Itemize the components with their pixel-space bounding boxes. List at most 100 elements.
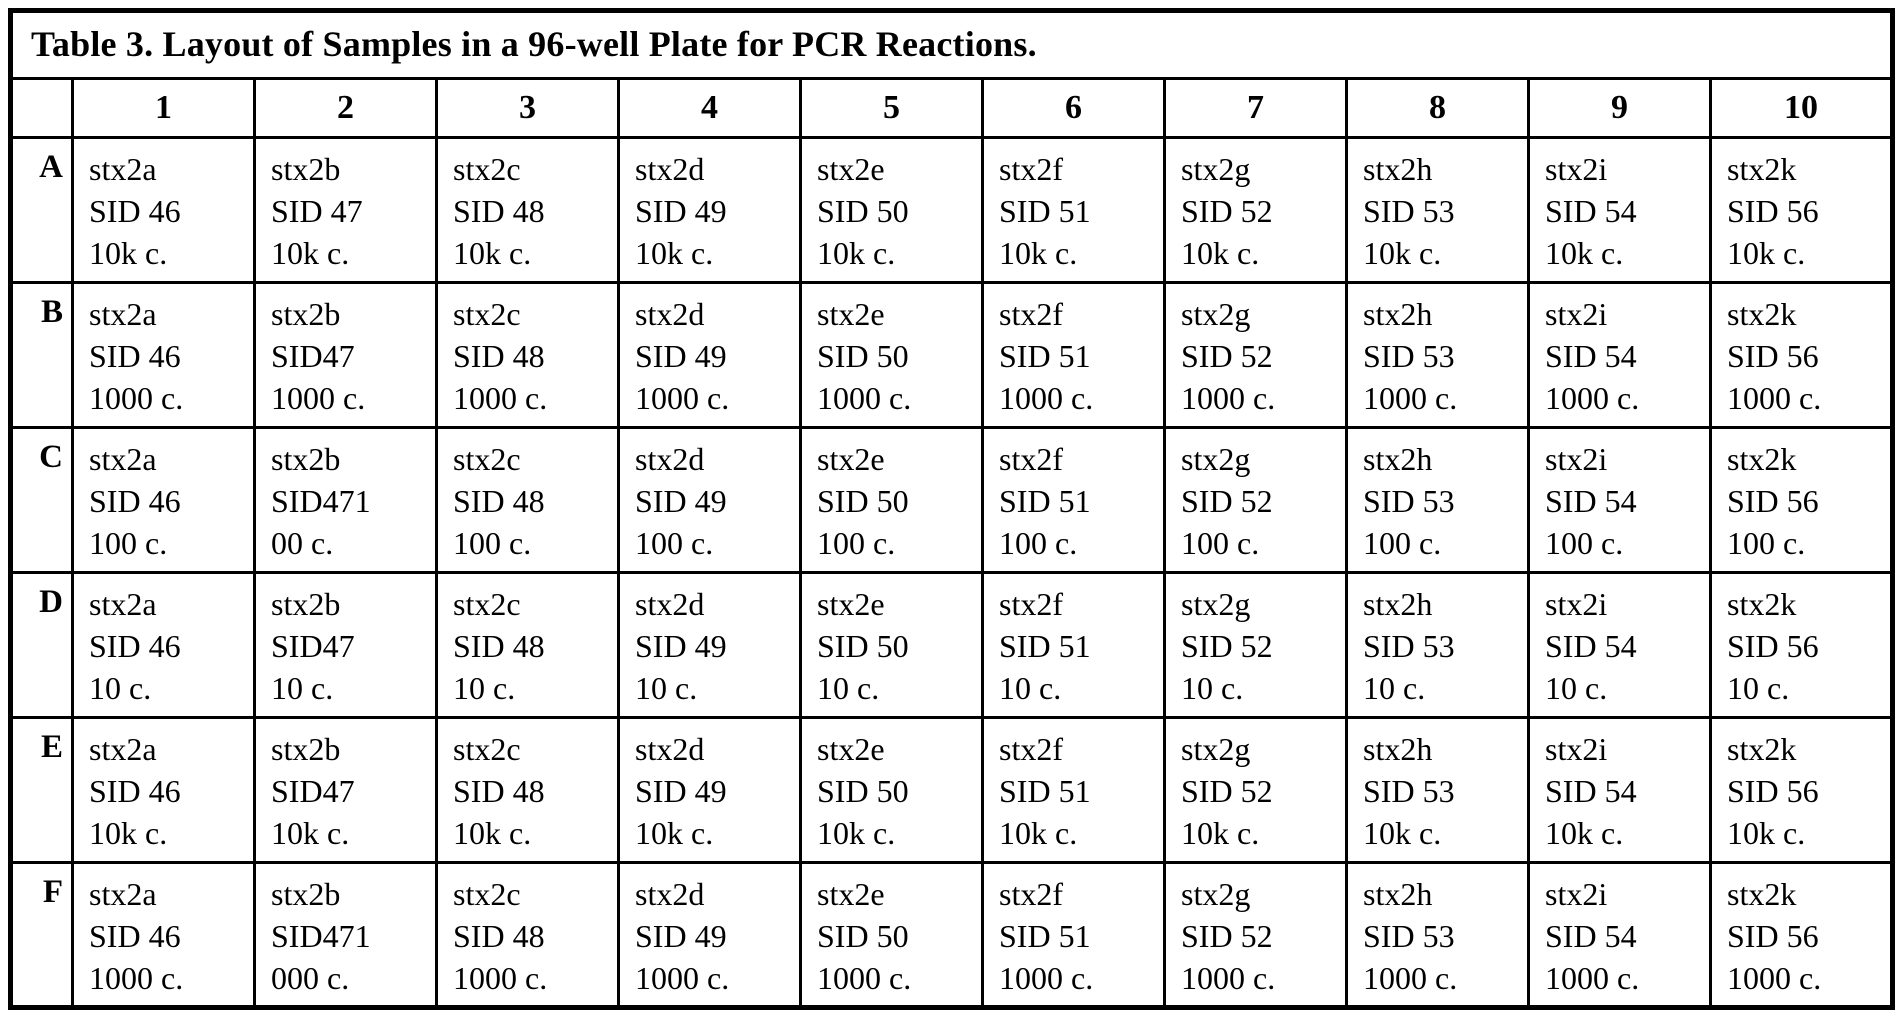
cell-line: stx2k bbox=[1727, 296, 1797, 332]
cell-line: stx2e bbox=[817, 441, 885, 477]
cell-line: SID 52 bbox=[1181, 483, 1273, 519]
cell-line: SID 51 bbox=[999, 483, 1091, 519]
pcr-plate-table: Table 3. Layout of Samples in a 96-well … bbox=[8, 8, 1896, 1010]
cell-line: SID 54 bbox=[1545, 483, 1637, 519]
cell-line: stx2c bbox=[453, 296, 521, 332]
cell-line: SID 52 bbox=[1181, 628, 1273, 664]
cell-line: 10 c. bbox=[453, 670, 516, 706]
column-header-7: 7 bbox=[1163, 77, 1348, 139]
cell-line: 100 c. bbox=[1363, 525, 1442, 561]
column-header-5: 5 bbox=[799, 77, 984, 139]
cell-line: stx2e bbox=[817, 586, 885, 622]
cell-line: 10k c. bbox=[271, 235, 350, 271]
cell-line: 1000 c. bbox=[1727, 380, 1822, 416]
cell-line: 10 c. bbox=[635, 670, 698, 706]
column-header-2: 2 bbox=[253, 77, 438, 139]
cell-line: 10k c. bbox=[999, 235, 1078, 271]
cell-line: stx2c bbox=[453, 441, 521, 477]
column-header-1: 1 bbox=[71, 77, 256, 139]
well-cell-A8: stx2h SID 53 10k c. bbox=[1345, 136, 1530, 284]
well-cell-D6: stx2f SID 51 10 c. bbox=[981, 571, 1166, 719]
cell-line: SID 56 bbox=[1727, 483, 1819, 519]
cell-line: SID 50 bbox=[817, 918, 909, 954]
well-cell-F4: stx2d SID 49 1000 c. bbox=[617, 861, 802, 1009]
well-cell-B9: stx2i SID 54 1000 c. bbox=[1527, 281, 1712, 429]
cell-line: stx2b bbox=[271, 876, 341, 912]
well-cell-E3: stx2c SID 48 10k c. bbox=[435, 716, 620, 864]
column-header-9: 9 bbox=[1527, 77, 1712, 139]
well-cell-F2: stx2b SID471 000 c. bbox=[253, 861, 438, 1009]
cell-line: stx2a bbox=[89, 876, 157, 912]
well-cell-A1: stx2a SID 46 10k c. bbox=[71, 136, 256, 284]
table-title: Table 3. Layout of Samples in a 96-well … bbox=[8, 9, 1895, 80]
cell-line: SID 49 bbox=[635, 773, 727, 809]
well-cell-E2: stx2b SID47 10k c. bbox=[253, 716, 438, 864]
cell-line: stx2i bbox=[1545, 151, 1608, 187]
cell-line: stx2c bbox=[453, 151, 521, 187]
well-cell-D8: stx2h SID 53 10 c. bbox=[1345, 571, 1530, 719]
cell-line: SID 50 bbox=[817, 193, 909, 229]
cell-line: stx2f bbox=[999, 441, 1063, 477]
cell-line: stx2e bbox=[817, 151, 885, 187]
cell-line: stx2c bbox=[453, 586, 521, 622]
cell-line: 10 c. bbox=[1727, 670, 1790, 706]
cell-line: stx2g bbox=[1181, 151, 1251, 187]
cell-line: stx2k bbox=[1727, 586, 1797, 622]
cell-line: 10k c. bbox=[1363, 815, 1442, 851]
cell-line: stx2c bbox=[453, 731, 521, 767]
cell-line: 1000 c. bbox=[453, 960, 548, 996]
column-header-row: 1 2 3 4 5 6 7 8 9 10 bbox=[9, 77, 1895, 139]
cell-line: stx2b bbox=[271, 151, 341, 187]
well-cell-F1: stx2a SID 46 1000 c. bbox=[71, 861, 256, 1009]
cell-line: 1000 c. bbox=[817, 380, 912, 416]
well-cell-D10: stx2k SID 56 10 c. bbox=[1708, 571, 1895, 719]
cell-line: stx2b bbox=[271, 296, 341, 332]
well-cell-C3: stx2c SID 48 100 c. bbox=[435, 426, 620, 574]
cell-line: SID 50 bbox=[817, 483, 909, 519]
cell-line: SID 46 bbox=[89, 483, 181, 519]
well-cell-C2: stx2b SID471 00 c. bbox=[253, 426, 438, 574]
cell-line: 10 c. bbox=[89, 670, 152, 706]
cell-line: 10k c. bbox=[1727, 235, 1806, 271]
cell-line: stx2g bbox=[1181, 441, 1251, 477]
cell-line: SID 51 bbox=[999, 338, 1091, 374]
cell-line: 1000 c. bbox=[1727, 960, 1822, 996]
cell-line: SID 46 bbox=[89, 338, 181, 374]
cell-line: SID 50 bbox=[817, 773, 909, 809]
well-cell-A10: stx2k SID 56 10k c. bbox=[1708, 136, 1895, 284]
cell-line: 10k c. bbox=[1727, 815, 1806, 851]
cell-line: stx2f bbox=[999, 296, 1063, 332]
well-cell-A5: stx2e SID 50 10k c. bbox=[799, 136, 984, 284]
cell-line: SID 52 bbox=[1181, 773, 1273, 809]
cell-line: SID 49 bbox=[635, 483, 727, 519]
cell-line: SID 54 bbox=[1545, 628, 1637, 664]
cell-line: SID 53 bbox=[1363, 193, 1455, 229]
well-cell-B10: stx2k SID 56 1000 c. bbox=[1708, 281, 1895, 429]
cell-line: SID 49 bbox=[635, 628, 727, 664]
cell-line: stx2f bbox=[999, 876, 1063, 912]
cell-line: SID 49 bbox=[635, 193, 727, 229]
well-cell-B1: stx2a SID 46 1000 c. bbox=[71, 281, 256, 429]
cell-line: stx2c bbox=[453, 876, 521, 912]
cell-line: 10 c. bbox=[1181, 670, 1244, 706]
well-cell-A4: stx2d SID 49 10k c. bbox=[617, 136, 802, 284]
cell-line: stx2k bbox=[1727, 441, 1797, 477]
cell-line: stx2i bbox=[1545, 876, 1608, 912]
cell-line: 100 c. bbox=[89, 525, 168, 561]
cell-line: 10k c. bbox=[1545, 235, 1624, 271]
cell-line: stx2h bbox=[1363, 441, 1433, 477]
cell-line: SID 51 bbox=[999, 918, 1091, 954]
row-label: B bbox=[9, 281, 74, 429]
cell-line: stx2g bbox=[1181, 296, 1251, 332]
cell-line: SID 48 bbox=[453, 338, 545, 374]
cell-line: stx2i bbox=[1545, 296, 1608, 332]
column-header-10: 10 bbox=[1708, 77, 1895, 139]
cell-line: stx2b bbox=[271, 586, 341, 622]
cell-line: 100 c. bbox=[453, 525, 532, 561]
cell-line: stx2h bbox=[1363, 586, 1433, 622]
column-header-3: 3 bbox=[435, 77, 620, 139]
well-cell-E5: stx2e SID 50 10k c. bbox=[799, 716, 984, 864]
well-cell-D9: stx2i SID 54 10 c. bbox=[1527, 571, 1712, 719]
cell-line: SID 47 bbox=[271, 193, 363, 229]
